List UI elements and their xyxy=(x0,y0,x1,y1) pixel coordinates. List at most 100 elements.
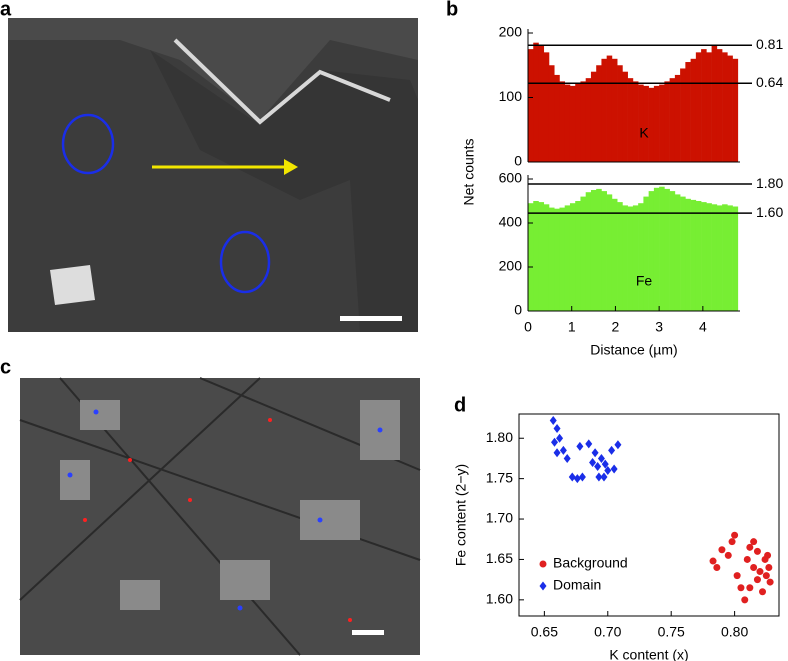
point xyxy=(614,440,622,450)
legend-marker xyxy=(539,581,547,591)
x-tick-label: 0.70 xyxy=(594,624,621,640)
y-tick-label: 0 xyxy=(514,302,522,318)
plot-frame xyxy=(518,413,780,617)
bar xyxy=(711,204,718,311)
x-tick-label: 0 xyxy=(524,319,532,335)
bar xyxy=(659,84,665,162)
point xyxy=(589,457,597,467)
micrograph-a xyxy=(8,18,418,332)
point xyxy=(591,448,599,458)
bar xyxy=(627,78,634,162)
point xyxy=(766,578,774,586)
bar xyxy=(643,196,649,311)
bar xyxy=(564,84,571,162)
point xyxy=(713,564,721,572)
bar xyxy=(653,187,660,311)
bar xyxy=(585,192,592,311)
bar xyxy=(548,65,555,162)
bar xyxy=(669,191,676,311)
point xyxy=(765,564,773,572)
point xyxy=(610,464,618,474)
bar xyxy=(528,49,534,162)
y-tick-label: 1.70 xyxy=(486,510,513,526)
bar xyxy=(732,206,739,311)
y-tick-label: 1.75 xyxy=(486,469,513,485)
bar xyxy=(611,58,618,162)
point xyxy=(728,538,736,546)
point xyxy=(594,462,602,472)
panel-label: a xyxy=(0,0,12,20)
bar xyxy=(648,191,655,311)
point xyxy=(764,551,772,559)
y-tick-label: 200 xyxy=(499,24,523,40)
x-tick-label: 4 xyxy=(699,319,707,335)
bar xyxy=(596,65,602,162)
bar xyxy=(590,190,597,311)
bar xyxy=(680,196,686,311)
bar xyxy=(638,84,644,162)
bar xyxy=(559,81,566,162)
bar xyxy=(543,204,550,311)
panel-label: d xyxy=(454,394,466,416)
bar xyxy=(701,202,707,311)
point xyxy=(576,441,584,451)
panel-label: b xyxy=(446,0,458,20)
series-label: Fe xyxy=(636,273,653,289)
bar xyxy=(617,202,623,311)
bar xyxy=(659,186,665,311)
point xyxy=(718,546,726,554)
bar xyxy=(706,203,712,311)
bar xyxy=(554,208,560,311)
bar xyxy=(538,45,545,162)
point xyxy=(553,424,561,434)
bar xyxy=(590,71,597,162)
point xyxy=(731,531,739,539)
reference-label: 1.80 xyxy=(756,175,783,191)
bar xyxy=(664,81,670,162)
point xyxy=(600,472,608,482)
x-tick-label: 2 xyxy=(612,319,620,335)
bar xyxy=(606,194,613,311)
point xyxy=(551,437,559,447)
bar xyxy=(580,196,586,311)
bar xyxy=(559,207,566,311)
point xyxy=(756,568,764,576)
bar xyxy=(596,188,602,311)
bar xyxy=(690,199,697,311)
bar xyxy=(638,203,644,311)
bar xyxy=(674,74,681,162)
point xyxy=(556,433,564,443)
bar xyxy=(690,58,697,162)
point xyxy=(741,596,749,604)
reference-label: 0.81 xyxy=(756,36,783,52)
panel-label: c xyxy=(0,356,11,378)
x-tick-label: 0.65 xyxy=(531,624,558,640)
bar xyxy=(585,78,592,162)
y-axis-label: Net counts xyxy=(461,139,477,206)
point xyxy=(759,588,767,596)
micrograph-c xyxy=(19,377,421,656)
point xyxy=(559,445,567,455)
point xyxy=(568,472,576,482)
point xyxy=(585,439,593,449)
bar xyxy=(617,65,623,162)
point xyxy=(553,448,561,458)
x-tick-label: 3 xyxy=(655,319,663,335)
bar xyxy=(622,71,628,162)
bar xyxy=(569,203,576,311)
point xyxy=(733,572,741,580)
bar xyxy=(722,204,728,311)
x-tick-label: 0.75 xyxy=(658,624,685,640)
legend-label: Domain xyxy=(553,577,601,593)
bar xyxy=(538,202,545,311)
point xyxy=(595,472,603,482)
y-tick-label: 1.80 xyxy=(486,429,513,445)
bar xyxy=(533,201,539,311)
bar xyxy=(632,81,639,162)
bar xyxy=(543,52,550,162)
bar xyxy=(580,81,586,162)
bar xyxy=(564,205,571,311)
bar xyxy=(533,42,539,162)
bar xyxy=(632,205,639,311)
